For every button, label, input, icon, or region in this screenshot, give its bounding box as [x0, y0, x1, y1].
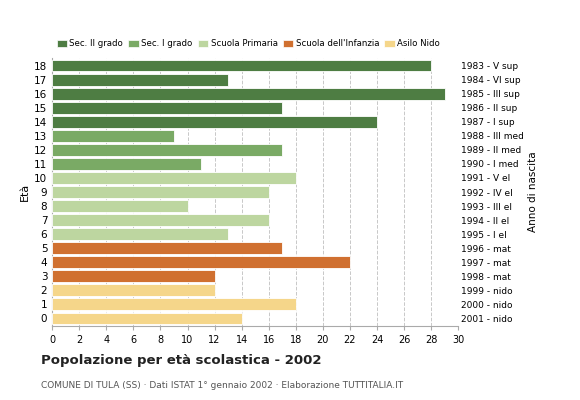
Bar — [52, 102, 282, 114]
Bar — [52, 214, 269, 226]
Bar — [52, 158, 201, 170]
Bar — [52, 242, 282, 254]
Bar — [52, 144, 282, 156]
Bar — [52, 60, 431, 72]
Bar — [52, 172, 296, 184]
Bar — [52, 228, 228, 240]
Bar — [52, 284, 215, 296]
Bar — [52, 130, 174, 142]
Legend: Sec. II grado, Sec. I grado, Scuola Primaria, Scuola dell'Infanzia, Asilo Nido: Sec. II grado, Sec. I grado, Scuola Prim… — [56, 39, 440, 48]
Text: Popolazione per età scolastica - 2002: Popolazione per età scolastica - 2002 — [41, 354, 321, 367]
Bar — [52, 298, 296, 310]
Bar — [52, 116, 377, 128]
Bar — [52, 74, 228, 86]
Bar — [52, 186, 269, 198]
Y-axis label: Anno di nascita: Anno di nascita — [528, 152, 538, 232]
Bar — [52, 270, 215, 282]
Bar — [52, 312, 242, 324]
Text: COMUNE DI TULA (SS) · Dati ISTAT 1° gennaio 2002 · Elaborazione TUTTITALIA.IT: COMUNE DI TULA (SS) · Dati ISTAT 1° genn… — [41, 381, 403, 390]
Bar — [52, 256, 350, 268]
Bar — [52, 88, 445, 100]
Y-axis label: Età: Età — [20, 183, 30, 201]
Bar — [52, 200, 187, 212]
